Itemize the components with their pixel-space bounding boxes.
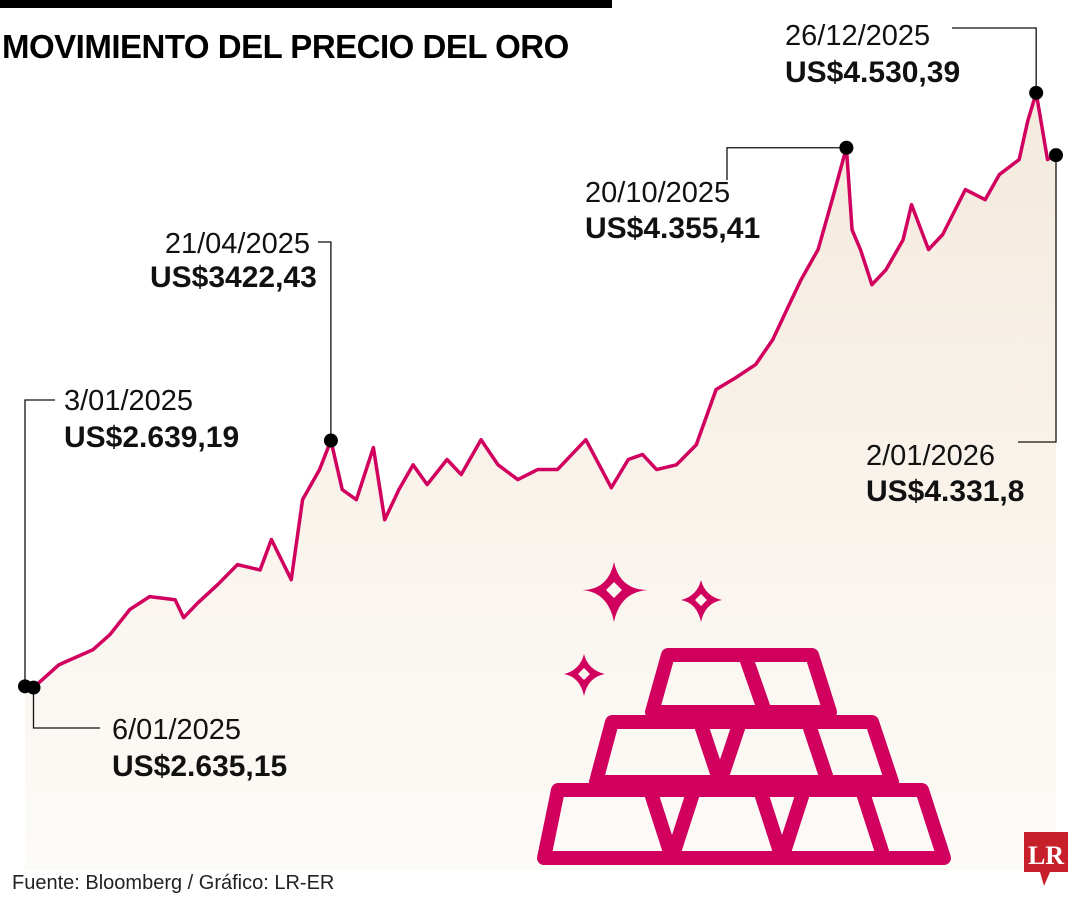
annotation-point bbox=[26, 680, 41, 695]
annotation-leader-line bbox=[1018, 155, 1057, 443]
annotation-point bbox=[1049, 148, 1063, 163]
annotation-leader-line bbox=[952, 27, 1037, 93]
sparkle-icon bbox=[681, 580, 722, 622]
annotation-leader-line bbox=[318, 241, 332, 441]
annotation-value: US$4.355,41 bbox=[585, 212, 760, 245]
svg-text:LR: LR bbox=[1028, 841, 1064, 870]
annotation-date: 6/01/2025 bbox=[112, 714, 241, 746]
chart-title: MOVIMIENTO DEL PRECIO DEL ORO bbox=[2, 28, 569, 65]
annotation-date: 3/01/2025 bbox=[64, 385, 193, 417]
annotation-leader-line bbox=[32, 687, 100, 729]
source-note: Fuente: Bloomberg / Gráfico: LR-ER bbox=[12, 872, 334, 894]
annotation-leader-line bbox=[726, 147, 847, 180]
annotation-leader-line bbox=[24, 399, 55, 687]
annotation-point bbox=[839, 140, 854, 155]
annotation-value: US$4.331,8 bbox=[866, 475, 1024, 508]
annotation-date: 20/10/2025 bbox=[585, 177, 730, 209]
annotation-value: US$4.530,39 bbox=[785, 56, 960, 89]
sparkle-icons bbox=[564, 562, 722, 696]
sparkle-icon bbox=[564, 654, 605, 696]
sparkle-icon bbox=[582, 562, 648, 622]
annotation-date: 26/12/2025 bbox=[785, 20, 930, 52]
annotation-date: 21/04/2025 bbox=[165, 228, 310, 260]
lr-logo: LR bbox=[1024, 832, 1068, 886]
price-line bbox=[24, 91, 1057, 690]
title-bar bbox=[0, 0, 612, 8]
gold-bars-icon bbox=[537, 648, 951, 865]
annotation-point bbox=[323, 433, 338, 448]
annotation-value: US$2.635,15 bbox=[112, 750, 287, 783]
annotation-value: US$3422,43 bbox=[150, 261, 317, 294]
annotation-point bbox=[1029, 85, 1044, 100]
annotation-value: US$2.639,19 bbox=[64, 421, 239, 454]
annotation-date: 2/01/2026 bbox=[866, 440, 995, 472]
